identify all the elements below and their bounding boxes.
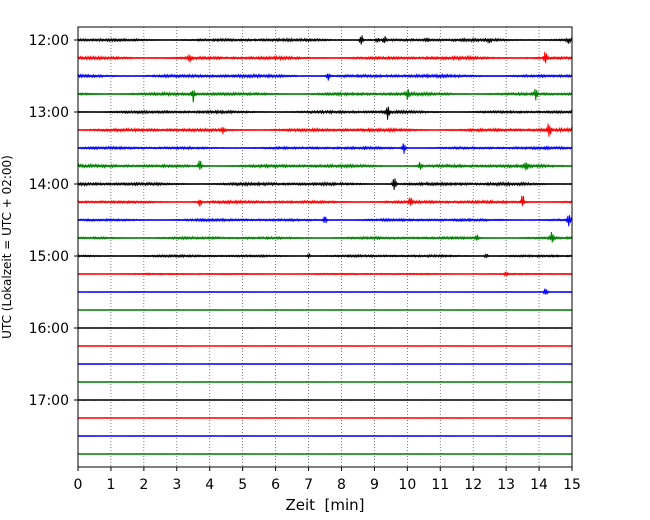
trace-13:30	[77, 143, 573, 154]
y-tick-label: 13:00	[29, 105, 69, 121]
trace-15:30	[77, 288, 573, 295]
trace-15:15	[77, 271, 573, 277]
x-tick-label: 11	[431, 477, 449, 493]
x-tick-label: 2	[139, 477, 148, 493]
x-tick-label: 14	[530, 477, 548, 493]
x-tick-label: 6	[271, 477, 280, 493]
y-tick-label: 17:00	[29, 393, 69, 409]
x-tick-label: 3	[172, 477, 181, 493]
x-axis: 0 1 2 3 4 5 6 7 8 9 10 11 12 13 14 15	[74, 467, 581, 493]
trace-12:30	[77, 72, 573, 81]
trace-12:00	[77, 35, 573, 45]
trace-12:45	[77, 88, 573, 103]
y-tick-label: 16:00	[29, 321, 69, 337]
x-tick-label: 1	[106, 477, 115, 493]
x-tick-label: 12	[464, 477, 482, 493]
x-gridlines	[110, 27, 540, 467]
x-tick-label: 8	[337, 477, 346, 493]
y-tick-label: 15:00	[29, 249, 69, 265]
plot-frame	[77, 26, 573, 468]
y-tick-label: 12:00	[29, 33, 69, 49]
x-tick-label: 10	[398, 477, 416, 493]
trace-13:45	[77, 160, 573, 171]
x-tick-label: 7	[304, 477, 313, 493]
trace-14:00	[77, 178, 573, 190]
x-tick-label: 4	[205, 477, 214, 493]
y-axis-label: UTC (Lokalzeit = UTC + 02:00)	[0, 155, 14, 339]
trace-14:30	[77, 215, 573, 227]
y-axis: 12:00 13:00 14:00 15:00 16:00 17:00	[29, 33, 78, 409]
x-axis-label: Zeit [min]	[285, 496, 364, 514]
y-tick-label: 14:00	[29, 177, 69, 193]
x-tick-label: 9	[370, 477, 379, 493]
x-tick-label: 13	[497, 477, 515, 493]
x-tick-label: 15	[563, 477, 581, 493]
trace-15:00	[77, 253, 573, 260]
trace-13:15	[77, 123, 573, 137]
trace-14:45	[77, 231, 573, 243]
trace-12:15	[77, 51, 573, 64]
seismic-traces	[77, 35, 573, 455]
x-tick-label: 0	[74, 477, 83, 493]
trace-13:00	[77, 106, 573, 120]
x-tick-label: 5	[238, 477, 247, 493]
trace-14:15	[77, 195, 573, 207]
